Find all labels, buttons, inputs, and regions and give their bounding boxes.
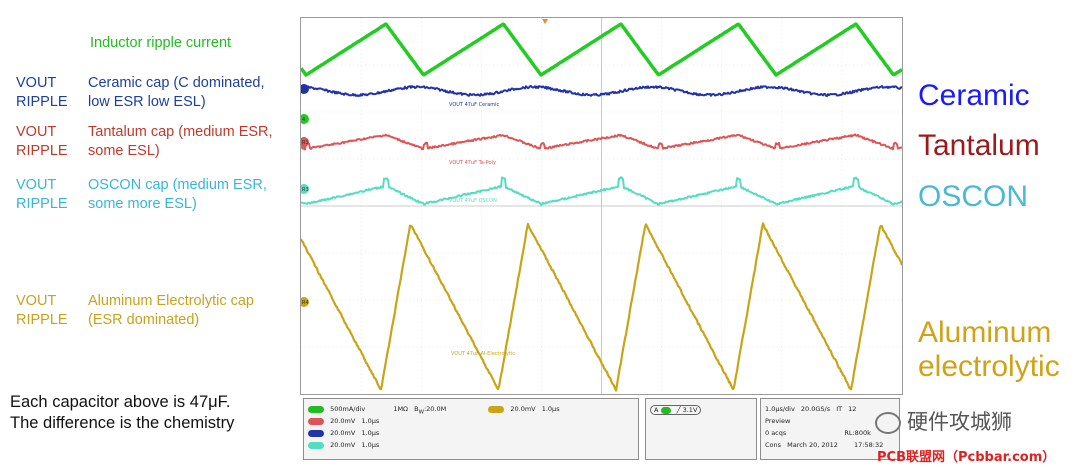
watermark-url: PCB联盟网（Pcbbar.com）: [877, 450, 1056, 465]
impedance: 1MΩ: [393, 405, 409, 413]
acq-time: 17:58:32: [854, 441, 884, 449]
record-length: RL:800k: [844, 429, 871, 437]
oscon-ripple-trace: [301, 176, 902, 206]
aluminum-marker: [301, 297, 309, 307]
inductor-label: Inductor ripple current: [90, 35, 232, 51]
ceramic-vout-label: VOUT RIPPLE: [16, 75, 68, 110]
aluminum-marker-label: R4: [302, 300, 309, 306]
ceramic-trace-label: VOUT 47uF Ceramic: [449, 102, 500, 108]
watermark-brand: 硬件攻城狮: [875, 406, 1012, 436]
oscilloscope-screen: VOUT 47uF Ceramic VOUT 47uF Ta-Poly VOUT 4…: [300, 17, 903, 395]
inductor-marker-label: 4: [302, 117, 305, 123]
footer-note: Each capacitor above is 47μF. The differe…: [10, 393, 235, 432]
oscon-desc-label: OSCON cap (medium ESR, some more ESL): [88, 177, 267, 212]
scope-acquisition-panel: 1.0μs/div 20.0GS/s IT 12 Preview 0 acqs …: [760, 398, 900, 460]
scope-trigger-panel: A ╱ 3.1V: [645, 398, 757, 460]
oscon-trace-label: VOUT 47uF OSCON: [449, 198, 497, 204]
r2-time: 1.0μs: [361, 429, 380, 437]
trigger-level: 3.1V: [682, 406, 698, 414]
r3-badge: [308, 441, 324, 449]
oscilloscope-waveforms: VOUT 47uF Ceramic VOUT 47uF Ta-Poly VOUT 4…: [301, 18, 902, 394]
ceramic-marker: [301, 84, 309, 94]
aluminum-big-label: Aluminum electrolytic: [918, 316, 1060, 383]
r3-time: 1.0μs: [361, 441, 380, 449]
ch1-scale: 500mA/div: [330, 405, 366, 413]
sample-rate: 20.0GS/s: [800, 405, 831, 413]
r3-scale: 20.0mV: [330, 441, 356, 449]
it-value: 12: [848, 405, 857, 413]
r1-time: 1.0μs: [361, 417, 380, 425]
r1-scale: 20.0mV: [330, 417, 356, 425]
tantalum-ripple-trace: [301, 133, 902, 151]
ceramic-desc-label: Ceramic cap (C dominated, low ESR low ESL…: [88, 75, 265, 110]
tantalum-desc-label: Tantalum cap (medium ESR, some ESL): [88, 124, 273, 159]
aluminum-ripple-trace: [301, 222, 902, 392]
ceramic-ripple-trace: [301, 85, 902, 97]
wechat-icon: [875, 412, 901, 434]
oscon-marker-label: R3: [302, 187, 309, 193]
r4-time: 1.0μs: [541, 405, 560, 413]
oscon-marker: [301, 184, 309, 194]
aluminum-vout-label: VOUT RIPPLE: [16, 293, 68, 328]
r2-scale: 20.0mV: [330, 429, 356, 437]
r4-badge: [488, 405, 505, 413]
acq-count: 0 acqs: [765, 429, 787, 437]
tantalum-vout-label: VOUT RIPPLE: [16, 124, 68, 159]
r4-scale: 20.0mV: [510, 405, 536, 413]
scope-channel-panel: 500mA/div 1MΩ BW:20.0M 20.0mV 1.0μs 20.0…: [303, 398, 639, 460]
ch1-badge: [308, 405, 324, 413]
r1-badge: [308, 417, 324, 425]
graticule: [301, 18, 902, 394]
oscon-big-label: OSCON: [918, 180, 1029, 213]
aluminum-trace-label: VOUT 47uF Al-Electrolytic: [451, 351, 515, 357]
trigger-position-marker: [542, 19, 548, 24]
acq-mode: Preview: [765, 417, 791, 425]
tantalum-marker: [301, 137, 309, 147]
trigger-source: A ╱ 3.1V: [650, 405, 702, 415]
inductor-marker: [301, 114, 309, 124]
inductor-current-trace: [301, 22, 902, 77]
r2-badge: [308, 429, 324, 437]
trigger-slope-icon: ╱: [676, 406, 681, 414]
tantalum-marker-label: R1: [302, 140, 309, 146]
bandwidth: BW:20.0M: [414, 405, 447, 416]
acq-date: March 20, 2012: [787, 441, 838, 449]
ceramic-big-label: Ceramic: [918, 79, 1030, 112]
tantalum-big-label: Tantalum: [918, 129, 1040, 162]
oscon-vout-label: VOUT RIPPLE: [16, 177, 68, 212]
timebase: 1.0μs/div: [765, 405, 795, 413]
aluminum-desc-label: Aluminum Electrolytic cap (ESR dominated): [88, 293, 254, 328]
it-label: IT: [836, 405, 843, 413]
tantalum-trace-label: VOUT 47uF Ta-Poly: [449, 160, 496, 166]
cons-label: Cons: [765, 441, 782, 449]
